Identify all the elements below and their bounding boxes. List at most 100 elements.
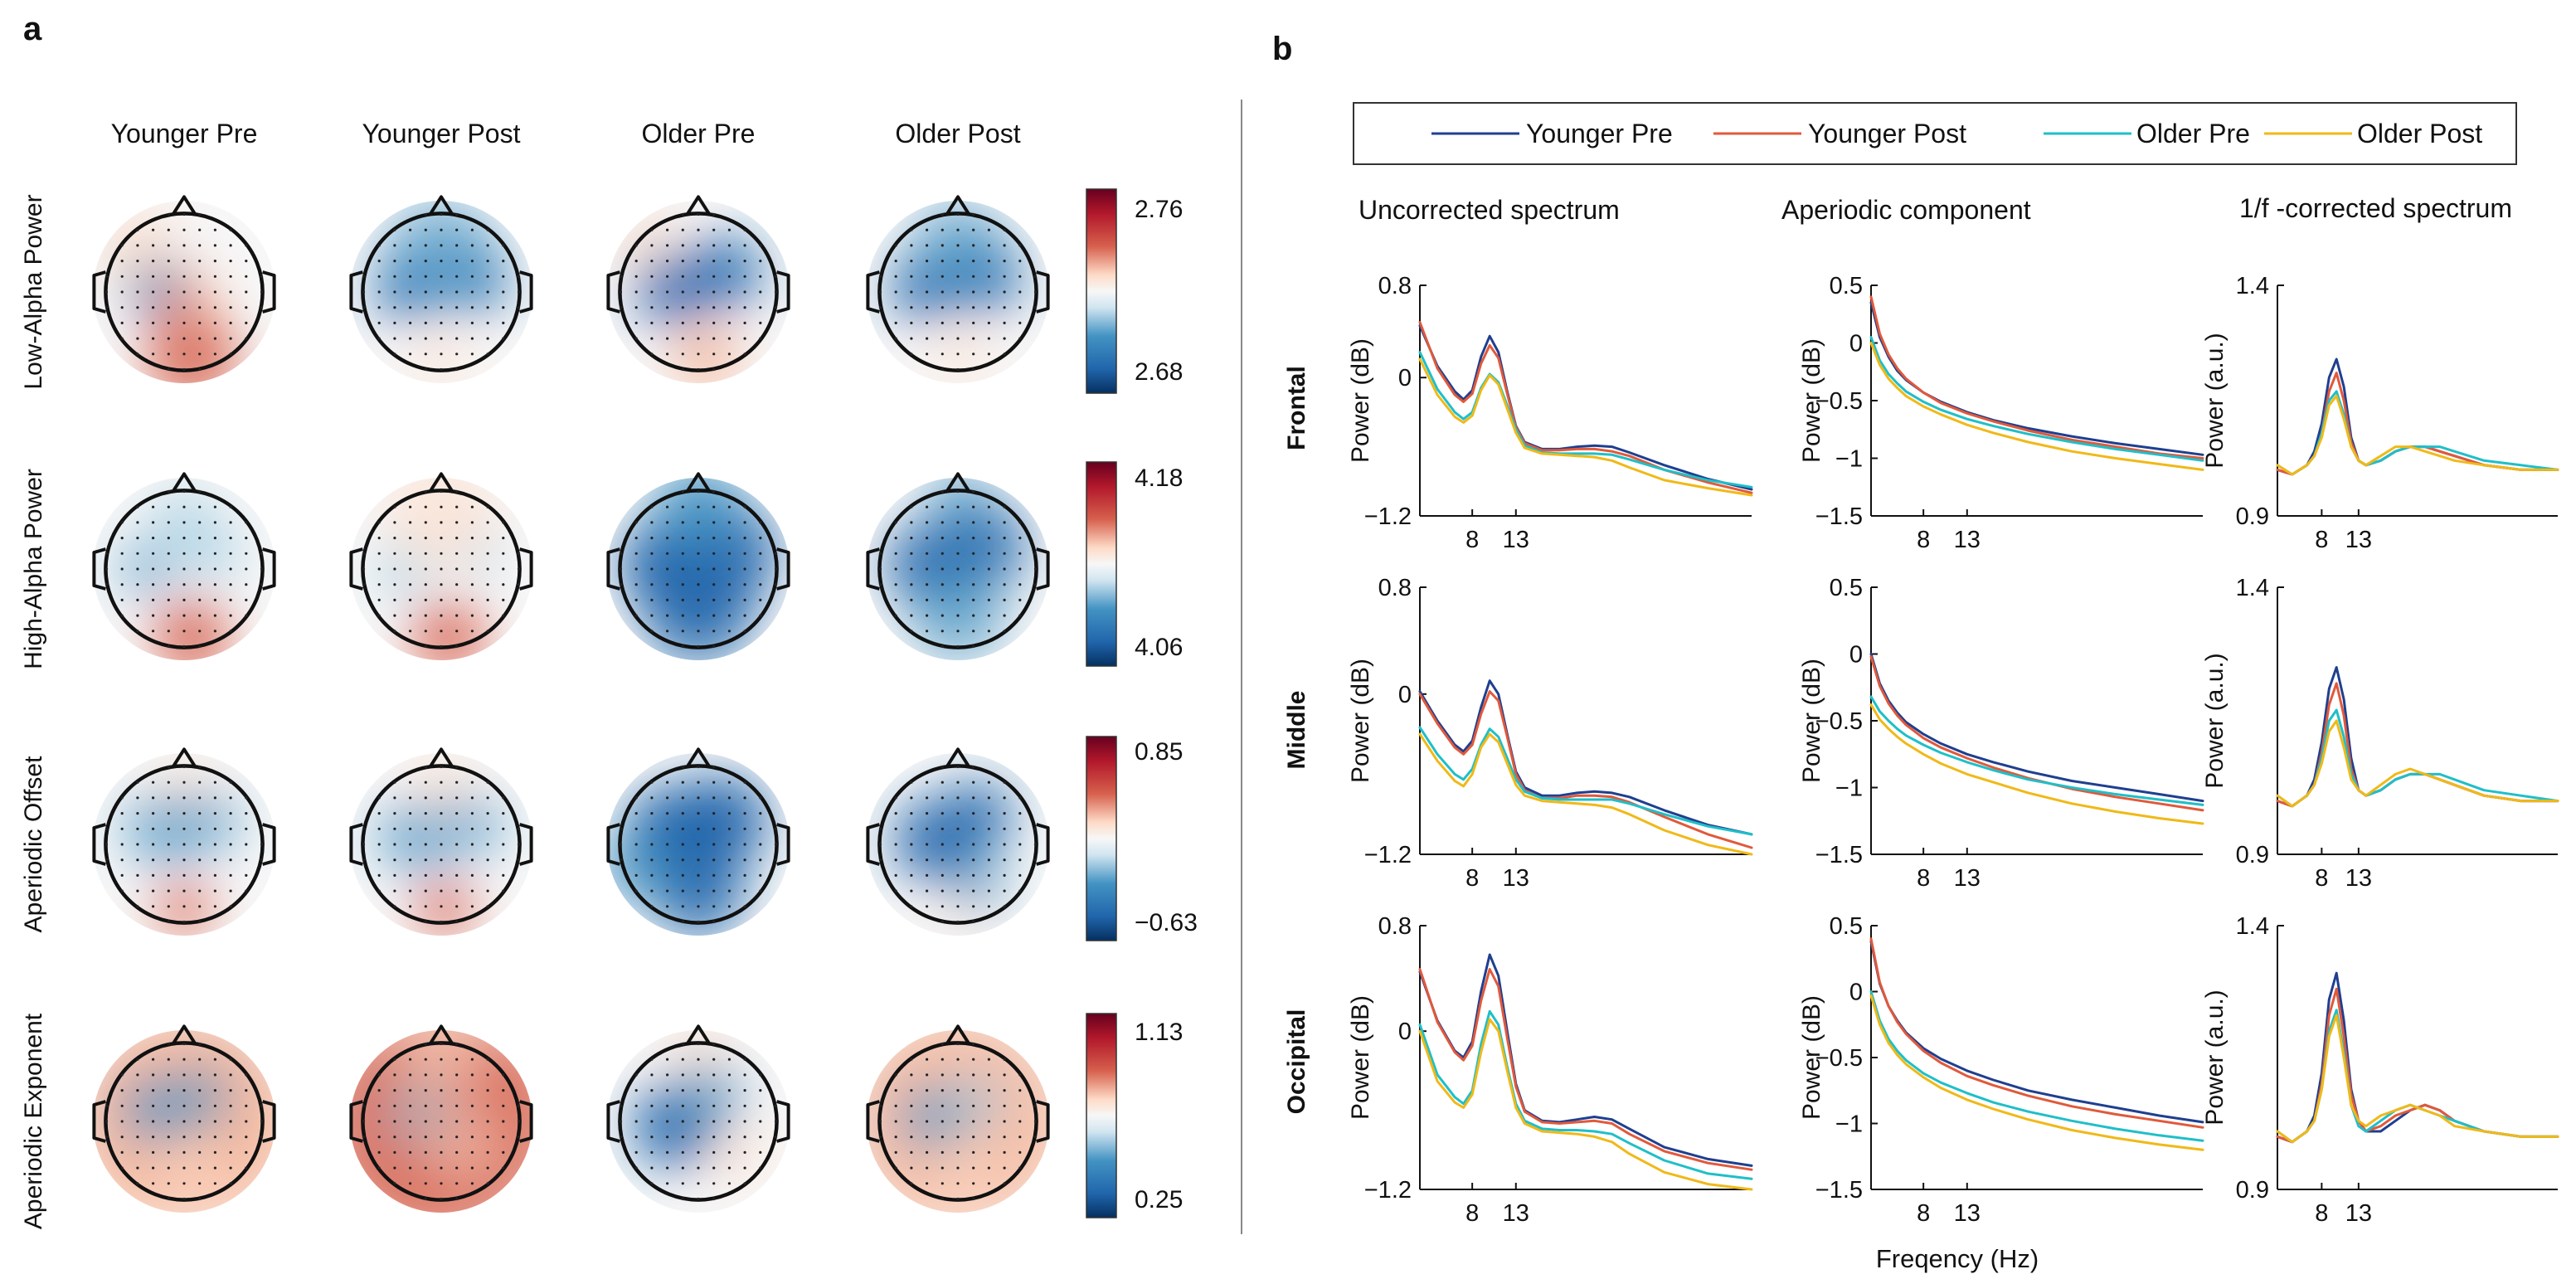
electrode-dot: [229, 827, 232, 830]
x-tick-label: 13: [1954, 527, 1981, 553]
electrode-dot: [972, 260, 975, 263]
electrode-dot: [152, 537, 155, 540]
electrode-dot: [956, 1089, 960, 1092]
electrode-dot: [619, 567, 623, 571]
electrode-dot: [260, 306, 264, 309]
electrode-dot: [424, 827, 427, 830]
electrode-dot: [440, 337, 443, 340]
electrode-dot: [120, 1150, 124, 1154]
electrode-dot: [229, 843, 232, 846]
electrode-dot: [987, 290, 990, 294]
electrode-dot: [650, 306, 654, 309]
electrode-dot: [182, 796, 186, 800]
electrode-dot: [213, 1058, 216, 1061]
electrode-dot: [213, 1120, 216, 1123]
electrode-dot: [666, 812, 669, 815]
series-line-older-post: [2276, 719, 2559, 808]
electrode-dot: [455, 321, 459, 324]
electrode-dot: [486, 873, 489, 877]
electrode-dot: [470, 275, 474, 278]
electrode-dot: [727, 1150, 731, 1154]
electrode-dot: [1003, 1120, 1006, 1123]
electrode-dot: [894, 796, 897, 800]
electrode-dot: [424, 796, 427, 800]
electrode-dot: [182, 583, 186, 586]
electrode-dot: [455, 1136, 459, 1139]
electrode-dot: [470, 552, 474, 555]
electrode-dot: [440, 567, 443, 571]
electrode-dot: [440, 228, 443, 231]
electrode-dot: [650, 598, 654, 602]
x-tick-label: 8: [1465, 1200, 1479, 1227]
electrode-dot: [182, 827, 186, 830]
electrode-dot: [455, 1058, 459, 1061]
series-line-older-pre: [1418, 726, 1753, 836]
electrode-dot: [424, 1120, 427, 1123]
electrode-dot: [393, 812, 396, 815]
electrode-dot: [229, 1120, 232, 1123]
electrode-dot: [455, 644, 459, 649]
electrode-dot: [987, 796, 990, 800]
electrode-dot: [1003, 244, 1006, 247]
electrode-dot: [1018, 796, 1022, 800]
electrode-dot: [910, 1058, 913, 1061]
electrode-dot: [940, 552, 944, 555]
electrode-dot: [910, 812, 913, 815]
electrode-dot: [245, 567, 248, 571]
electrode-dot: [424, 905, 427, 908]
electrode-dot: [712, 781, 716, 784]
electrode-dot: [424, 889, 427, 892]
electrode-dot: [362, 552, 366, 555]
electrode-dot: [666, 843, 669, 846]
electrode-dot: [213, 614, 216, 617]
head-left-ear-outline: [606, 1100, 620, 1143]
electrode-dot: [712, 290, 716, 294]
electrode-dot: [759, 290, 762, 294]
electrode-dot: [1018, 1120, 1022, 1123]
electrode-dot: [229, 598, 232, 602]
electrode-dot: [894, 521, 897, 524]
electrode-dot: [198, 1089, 202, 1092]
electrode-grid: [362, 765, 521, 924]
topo-col-title-older-pre: Older Pre: [642, 119, 756, 148]
electrode-dot: [440, 306, 443, 309]
electrode-dot: [455, 614, 459, 617]
electrode-dot: [393, 1089, 396, 1092]
electrode-dot: [619, 552, 623, 555]
electrode-dot: [424, 521, 427, 524]
electrode-dot: [759, 812, 762, 815]
electrode-dot: [213, 827, 216, 830]
electrode-dot: [712, 212, 716, 216]
electrode-dot: [104, 567, 109, 571]
electrode-dot: [926, 781, 929, 784]
electrode-dot: [972, 1182, 975, 1185]
electrode-dot: [120, 889, 124, 892]
electrode-dot: [409, 552, 412, 555]
electrode-dot: [894, 1150, 897, 1154]
topomap-blob: [950, 1074, 1005, 1130]
head-right-ear-outline: [1036, 823, 1050, 866]
electrode-dot: [393, 843, 396, 846]
electrode-dot: [619, 843, 623, 846]
electrode-dot: [502, 614, 505, 617]
electrode-dot: [213, 1089, 216, 1092]
electrode-dot: [697, 552, 700, 555]
electrode-dot: [393, 321, 396, 324]
electrode-dot: [926, 796, 929, 800]
electrode-dot: [455, 1166, 459, 1170]
electrode-dot: [198, 1058, 202, 1061]
topomap-aperiodic-exponent-older-post: [866, 1024, 1050, 1213]
electrode-dot: [393, 873, 396, 877]
y-tick-label: −0.5: [1815, 1045, 1863, 1072]
electrode-dot: [926, 583, 929, 586]
electrode-dot: [650, 614, 654, 617]
electrode-grid: [619, 765, 778, 924]
electrode-dot: [152, 505, 155, 508]
electrode-dot: [940, 858, 944, 862]
electrode-dot: [972, 567, 975, 571]
electrode-dot: [634, 306, 638, 309]
electrode-dot: [972, 873, 975, 877]
topo-row-label-low-alpha-power: Low-Alpha Power: [20, 194, 47, 389]
